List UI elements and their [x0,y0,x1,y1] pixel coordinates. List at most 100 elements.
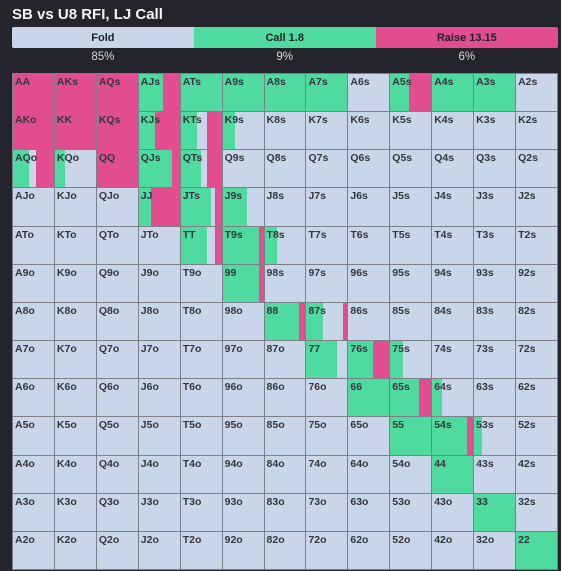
hand-cell-83s[interactable]: 83s [474,302,516,341]
hand-cell-94o[interactable]: 94o [222,455,264,493]
hand-cell-93o[interactable]: 93o [222,493,264,531]
hand-cell-J5o[interactable]: J5o [138,417,180,455]
hand-cell-KK[interactable]: KK [54,112,96,150]
hand-cell-87s[interactable]: 87s [306,302,348,341]
hand-cell-64s[interactable]: 64s [432,379,474,417]
hand-cell-QJo[interactable]: QJo [96,188,138,226]
hand-cell-A8s[interactable]: A8s [264,74,306,112]
hand-cell-83o[interactable]: 83o [264,493,306,531]
hand-cell-J4o[interactable]: J4o [138,455,180,493]
hand-cell-53s[interactable]: 53s [474,417,516,455]
hand-cell-KQo[interactable]: KQo [54,150,96,188]
hand-cell-T2s[interactable]: T2s [516,226,557,264]
hand-cell-T3o[interactable]: T3o [180,493,222,531]
hand-cell-J2s[interactable]: J2s [516,188,557,226]
hand-cell-QTo[interactable]: QTo [96,226,138,264]
hand-cell-AJo[interactable]: AJo [13,188,54,226]
hand-cell-72o[interactable]: 72o [306,531,348,569]
hand-cell-J5s[interactable]: J5s [390,188,432,226]
hand-cell-K4s[interactable]: K4s [432,112,474,150]
hand-cell-Q4s[interactable]: Q4s [432,150,474,188]
hand-cell-92s[interactable]: 92s [516,264,557,302]
hand-cell-J8o[interactable]: J8o [138,302,180,341]
hand-cell-AKs[interactable]: AKs [54,74,96,112]
hand-cell-Q9o[interactable]: Q9o [96,264,138,302]
hand-cell-J6s[interactable]: J6s [348,188,390,226]
hand-cell-43s[interactable]: 43s [474,455,516,493]
hand-cell-K7o[interactable]: K7o [54,341,96,379]
hand-cell-82s[interactable]: 82s [516,302,557,341]
hand-cell-K9o[interactable]: K9o [54,264,96,302]
hand-cell-84s[interactable]: 84s [432,302,474,341]
hand-cell-A5s[interactable]: A5s [390,74,432,112]
hand-cell-Q6o[interactable]: Q6o [96,379,138,417]
hand-cell-T4o[interactable]: T4o [180,455,222,493]
hand-cell-99[interactable]: 99 [222,264,264,302]
hand-cell-K2s[interactable]: K2s [516,112,557,150]
hand-cell-T5o[interactable]: T5o [180,417,222,455]
hand-cell-Q3o[interactable]: Q3o [96,493,138,531]
hand-cell-K8o[interactable]: K8o [54,302,96,341]
hand-cell-T6o[interactable]: T6o [180,379,222,417]
hand-cell-A6o[interactable]: A6o [13,379,54,417]
hand-cell-A2o[interactable]: A2o [13,531,54,569]
hand-cell-84o[interactable]: 84o [264,455,306,493]
hand-cell-K5o[interactable]: K5o [54,417,96,455]
hand-cell-K5s[interactable]: K5s [390,112,432,150]
hand-cell-KTs[interactable]: KTs [180,112,222,150]
hand-cell-Q7o[interactable]: Q7o [96,341,138,379]
hand-cell-AQs[interactable]: AQs [96,74,138,112]
hand-cell-T8o[interactable]: T8o [180,302,222,341]
hand-cell-ATs[interactable]: ATs [180,74,222,112]
hand-cell-A7o[interactable]: A7o [13,341,54,379]
hand-cell-A6s[interactable]: A6s [348,74,390,112]
hand-cell-Q2s[interactable]: Q2s [516,150,557,188]
hand-cell-94s[interactable]: 94s [432,264,474,302]
hand-cell-85o[interactable]: 85o [264,417,306,455]
hand-cell-74s[interactable]: 74s [432,341,474,379]
hand-cell-73o[interactable]: 73o [306,493,348,531]
hand-cell-96o[interactable]: 96o [222,379,264,417]
hand-cell-Q7s[interactable]: Q7s [306,150,348,188]
hand-cell-65s[interactable]: 65s [390,379,432,417]
hand-cell-K3s[interactable]: K3s [474,112,516,150]
hand-cell-96s[interactable]: 96s [348,264,390,302]
hand-cell-T7s[interactable]: T7s [306,226,348,264]
hand-cell-76s[interactable]: 76s [348,341,390,379]
hand-cell-J3s[interactable]: J3s [474,188,516,226]
hand-cell-42o[interactable]: 42o [432,531,474,569]
hand-cell-J7o[interactable]: J7o [138,341,180,379]
hand-cell-Q5o[interactable]: Q5o [96,417,138,455]
hand-cell-64o[interactable]: 64o [348,455,390,493]
hand-cell-42s[interactable]: 42s [516,455,557,493]
hand-cell-55[interactable]: 55 [390,417,432,455]
hand-cell-J7s[interactable]: J7s [306,188,348,226]
hand-cell-T3s[interactable]: T3s [474,226,516,264]
hand-cell-32o[interactable]: 32o [474,531,516,569]
hand-cell-J2o[interactable]: J2o [138,531,180,569]
hand-cell-54o[interactable]: 54o [390,455,432,493]
hand-cell-AKo[interactable]: AKo [13,112,54,150]
hand-cell-K6s[interactable]: K6s [348,112,390,150]
hand-cell-85s[interactable]: 85s [390,302,432,341]
hand-cell-95o[interactable]: 95o [222,417,264,455]
hand-cell-K6o[interactable]: K6o [54,379,96,417]
hand-cell-73s[interactable]: 73s [474,341,516,379]
hand-cell-T9o[interactable]: T9o [180,264,222,302]
hand-cell-A9s[interactable]: A9s [222,74,264,112]
hand-cell-J8s[interactable]: J8s [264,188,306,226]
hand-cell-T6s[interactable]: T6s [348,226,390,264]
hand-cell-QJs[interactable]: QJs [138,150,180,188]
hand-cell-98o[interactable]: 98o [222,302,264,341]
hand-cell-K9s[interactable]: K9s [222,112,264,150]
hand-cell-92o[interactable]: 92o [222,531,264,569]
hand-cell-A4s[interactable]: A4s [432,74,474,112]
hand-cell-ATo[interactable]: ATo [13,226,54,264]
hand-cell-52s[interactable]: 52s [516,417,557,455]
hand-cell-75o[interactable]: 75o [306,417,348,455]
hand-cell-Q5s[interactable]: Q5s [390,150,432,188]
hand-cell-T9s[interactable]: T9s [222,226,264,264]
hand-cell-32s[interactable]: 32s [516,493,557,531]
hand-cell-86o[interactable]: 86o [264,379,306,417]
hand-cell-66[interactable]: 66 [348,379,390,417]
